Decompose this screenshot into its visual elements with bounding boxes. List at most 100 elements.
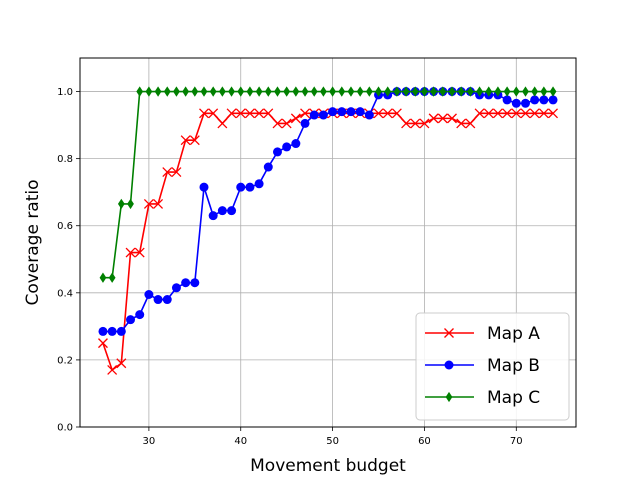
data-point xyxy=(136,86,144,97)
series-layer xyxy=(98,86,558,375)
data-point xyxy=(217,206,227,216)
data-point xyxy=(448,86,456,97)
data-point xyxy=(328,107,338,117)
marker-stroke xyxy=(410,118,421,129)
data-point xyxy=(200,86,208,97)
data-point xyxy=(99,272,107,283)
data-point xyxy=(548,95,558,105)
marker-stroke xyxy=(116,358,127,369)
data-point xyxy=(401,118,412,129)
x-tick-label: 30 xyxy=(143,436,156,447)
data-point xyxy=(511,98,521,108)
data-point xyxy=(347,86,355,97)
data-point xyxy=(457,86,465,97)
data-point xyxy=(391,108,402,119)
legend-label: Map C xyxy=(487,388,540,408)
y-axis-title: Coverage ratio xyxy=(23,179,43,305)
data-point xyxy=(153,295,163,305)
data-point xyxy=(502,108,513,119)
data-point xyxy=(162,167,173,178)
legend-box xyxy=(415,312,570,421)
data-point xyxy=(127,198,134,210)
data-point xyxy=(190,278,200,288)
data-point xyxy=(134,247,145,258)
y-tick-label: 0.4 xyxy=(57,288,73,299)
data-point xyxy=(237,86,245,97)
marker-stroke xyxy=(529,108,540,119)
data-point xyxy=(428,113,439,124)
marker-stroke xyxy=(300,108,310,119)
data-point xyxy=(520,108,531,119)
data-point xyxy=(246,86,254,97)
marker-stroke xyxy=(456,118,467,129)
marker-stroke xyxy=(162,167,173,178)
data-point xyxy=(373,108,384,119)
marker-stroke xyxy=(98,338,108,349)
marker-stroke xyxy=(134,247,145,258)
marker-stroke xyxy=(437,113,448,124)
data-point xyxy=(264,86,272,97)
data-point xyxy=(329,86,336,97)
data-point xyxy=(272,147,282,157)
marker-stroke xyxy=(391,108,402,119)
data-point xyxy=(98,326,108,336)
legend-entry: Map B xyxy=(425,356,540,376)
data-point xyxy=(98,338,108,349)
data-point xyxy=(512,86,520,97)
data-point xyxy=(283,86,291,97)
data-point xyxy=(272,118,283,129)
data-point xyxy=(502,95,512,105)
data-point xyxy=(245,182,255,192)
data-point xyxy=(107,326,117,336)
data-point xyxy=(191,86,199,97)
legend: Map A Map B Map C xyxy=(415,312,570,421)
data-point xyxy=(538,108,549,119)
marker-stroke xyxy=(373,108,384,119)
marker-stroke xyxy=(189,135,200,146)
data-point xyxy=(310,86,318,97)
data-point xyxy=(309,110,319,120)
data-point xyxy=(301,86,309,97)
data-point xyxy=(116,358,127,369)
marker-stroke xyxy=(382,108,393,119)
legend-label: Map A xyxy=(487,324,540,344)
data-point xyxy=(282,142,292,152)
data-point xyxy=(402,86,410,97)
data-point xyxy=(355,107,365,117)
marker-stroke xyxy=(548,108,558,119)
legend-entry: Map A xyxy=(425,324,540,344)
y-tick-label: 0.8 xyxy=(57,154,73,165)
ticks: 30 40 50 60 70 0.0 0.2 0.4 0.6 0.8 1.0 xyxy=(57,87,523,447)
data-point xyxy=(520,98,530,108)
data-point xyxy=(180,135,191,146)
data-point xyxy=(144,289,154,299)
data-point xyxy=(485,86,493,97)
plot-frame xyxy=(79,57,577,428)
data-point xyxy=(235,108,246,119)
data-point xyxy=(447,113,457,124)
marker-stroke xyxy=(217,118,228,129)
data-point xyxy=(465,118,476,129)
data-point xyxy=(199,108,209,119)
data-point xyxy=(274,86,281,97)
marker-stroke xyxy=(208,108,219,119)
data-point xyxy=(290,113,301,124)
marker-stroke xyxy=(244,108,255,119)
marker-stroke xyxy=(199,108,209,119)
data-point xyxy=(227,206,237,216)
marker-stroke xyxy=(254,108,265,119)
data-point xyxy=(263,162,273,172)
data-point xyxy=(476,86,483,97)
data-point xyxy=(162,295,172,305)
data-point xyxy=(483,108,494,119)
y-tick-label: 0.6 xyxy=(57,221,73,232)
data-point xyxy=(254,179,264,189)
data-point xyxy=(365,86,373,97)
x-tick-label: 40 xyxy=(234,436,247,447)
marker-stroke xyxy=(235,108,246,119)
marker-stroke xyxy=(520,108,531,119)
data-point xyxy=(107,365,118,375)
data-point xyxy=(244,108,255,119)
marker-stroke xyxy=(428,113,439,124)
data-point xyxy=(228,86,235,97)
